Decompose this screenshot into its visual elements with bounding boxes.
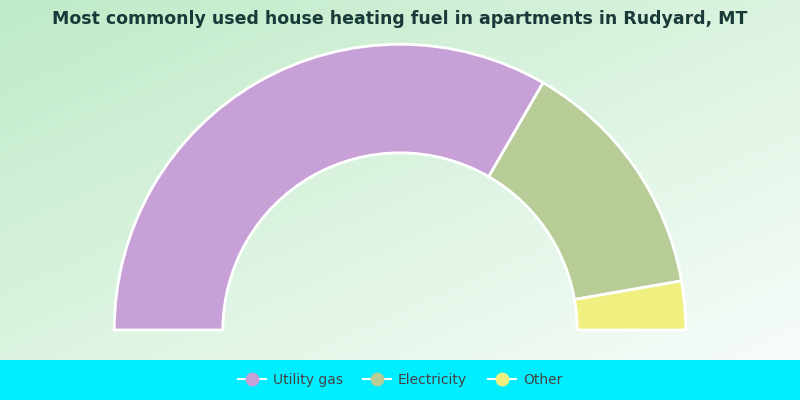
Wedge shape	[114, 44, 543, 330]
Wedge shape	[574, 281, 686, 330]
Wedge shape	[489, 83, 682, 300]
Legend: Utility gas, Electricity, Other: Utility gas, Electricity, Other	[238, 373, 562, 387]
Text: Most commonly used house heating fuel in apartments in Rudyard, MT: Most commonly used house heating fuel in…	[52, 10, 748, 28]
